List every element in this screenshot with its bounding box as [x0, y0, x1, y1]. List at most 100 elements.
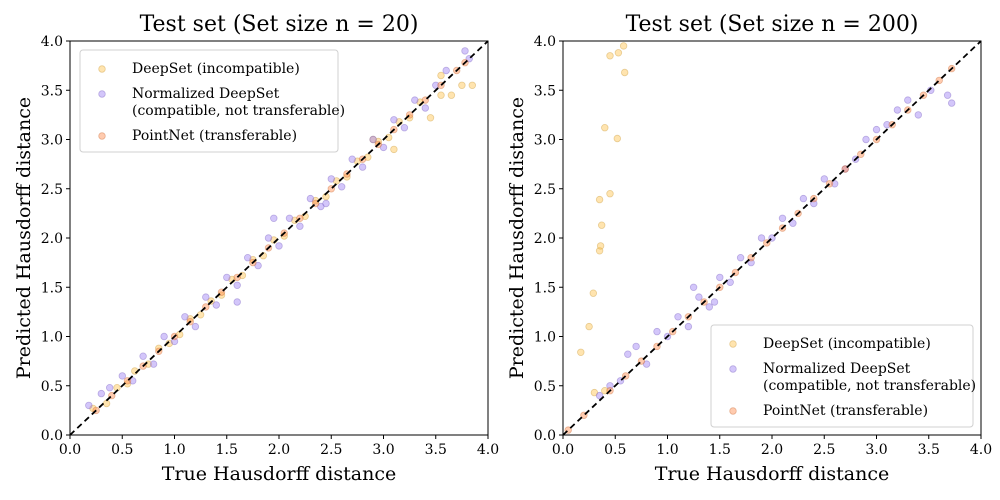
data-point [191, 322, 200, 331]
legend-label: DeepSet (incompatible) [763, 336, 931, 352]
y-tick-label: 3.0 [41, 133, 63, 149]
data-point [149, 360, 158, 368]
y-tick-label: 1.0 [41, 330, 63, 346]
y-tick-label: 0.5 [41, 379, 63, 395]
data-point [160, 332, 168, 341]
data-point [619, 42, 628, 50]
data-point [358, 163, 367, 171]
data-point [170, 337, 179, 346]
legend-marker [729, 365, 737, 373]
data-point [613, 134, 621, 143]
data-point [327, 175, 335, 183]
legend-marker [729, 407, 737, 415]
data-point [810, 199, 818, 208]
data-point [369, 135, 377, 144]
x-tick-label: 1.5 [709, 442, 731, 458]
legend: DeepSet (incompatible) Normalized DeepSet… [79, 49, 345, 153]
x-tick-label: 3.0 [372, 442, 394, 458]
scatter-panel: 0.0 0.5 1.0 1.5 2.0 2.5 3.0 3.5 4.0 0.0 0.5 1.0 1.5 2… [13, 12, 499, 485]
x-tick-label: 2.0 [268, 442, 290, 458]
data-point [598, 221, 606, 229]
legend-marker [98, 65, 106, 73]
data-point [642, 360, 651, 368]
data-point [379, 143, 388, 152]
x-axis-label: True Hausdorff distance [162, 463, 396, 485]
data-point [606, 189, 614, 198]
data-point [943, 91, 952, 99]
data-point [97, 389, 105, 398]
data-point [621, 68, 629, 77]
data-point [233, 298, 241, 306]
data-point [447, 91, 456, 99]
y-tick-label: 0.0 [41, 428, 63, 444]
data-point [461, 47, 469, 55]
y-tick-label: 0.5 [534, 379, 556, 395]
data-point [437, 91, 445, 99]
data-point [684, 322, 693, 331]
data-point [632, 342, 640, 351]
data-point [710, 298, 719, 306]
x-tick-label: 0.0 [59, 442, 81, 458]
data-point [243, 254, 252, 262]
data-point [411, 96, 419, 104]
data-point [606, 52, 614, 60]
legend-label: (compatible, not transferable) [132, 103, 345, 119]
x-tick-label: 3.0 [865, 442, 887, 458]
identity-line [562, 40, 982, 436]
data-point [426, 114, 435, 122]
y-tick-label: 4.0 [41, 34, 63, 50]
data-point [595, 391, 604, 400]
data-point [89, 404, 97, 413]
data-point [914, 111, 922, 119]
data-point [139, 352, 147, 360]
x-tick-label: 2.5 [813, 442, 835, 458]
data-point [585, 322, 593, 331]
data-point [102, 399, 111, 408]
legend-marker [98, 90, 106, 98]
y-tick-label: 4.0 [534, 34, 556, 50]
data-point [601, 123, 609, 132]
y-tick-label: 2.5 [534, 182, 556, 198]
data-point [421, 104, 429, 112]
legend-marker [98, 132, 106, 140]
scatter-panel: 0.0 0.5 1.0 1.5 2.0 2.5 3.0 3.5 4.0 0.0 0.5 1.0 1.5 2… [506, 12, 992, 485]
y-tick-label: 2.5 [41, 182, 63, 198]
legend-marker [729, 340, 737, 348]
data-point [736, 254, 745, 262]
data-point [948, 99, 956, 107]
legend-label: Normalized DeepSet [763, 361, 911, 377]
data-point [264, 234, 273, 242]
data-point [590, 388, 599, 397]
data-point [893, 106, 902, 114]
data-point [689, 283, 698, 291]
data-point [595, 247, 604, 255]
series-1 [85, 47, 473, 410]
x-tick-label: 3.5 [918, 442, 940, 458]
y-tick-label: 1.5 [41, 280, 63, 296]
data-point [296, 222, 304, 230]
data-point [437, 71, 445, 80]
y-axis-label: Predicted Hausdorff distance [13, 97, 35, 379]
data-point [181, 313, 189, 321]
identity-line [69, 40, 489, 436]
data-point [390, 116, 398, 124]
data-point [789, 219, 797, 227]
data-point [596, 242, 605, 250]
data-point [747, 258, 755, 267]
data-point [254, 261, 262, 270]
data-point [233, 281, 241, 289]
data-point [338, 183, 346, 191]
legend-frame [79, 49, 339, 153]
y-tick-label: 0.0 [534, 428, 556, 444]
x-tick-label: 4.0 [970, 442, 992, 458]
data-point [468, 81, 476, 89]
data-point [862, 135, 870, 144]
chart-title: Test set (Set size n = 20) [140, 12, 419, 37]
data-point [904, 96, 912, 104]
data-point [390, 145, 398, 154]
data-point [317, 202, 325, 211]
x-tick-label: 4.0 [477, 442, 499, 458]
y-tick-label: 1.5 [534, 280, 556, 296]
